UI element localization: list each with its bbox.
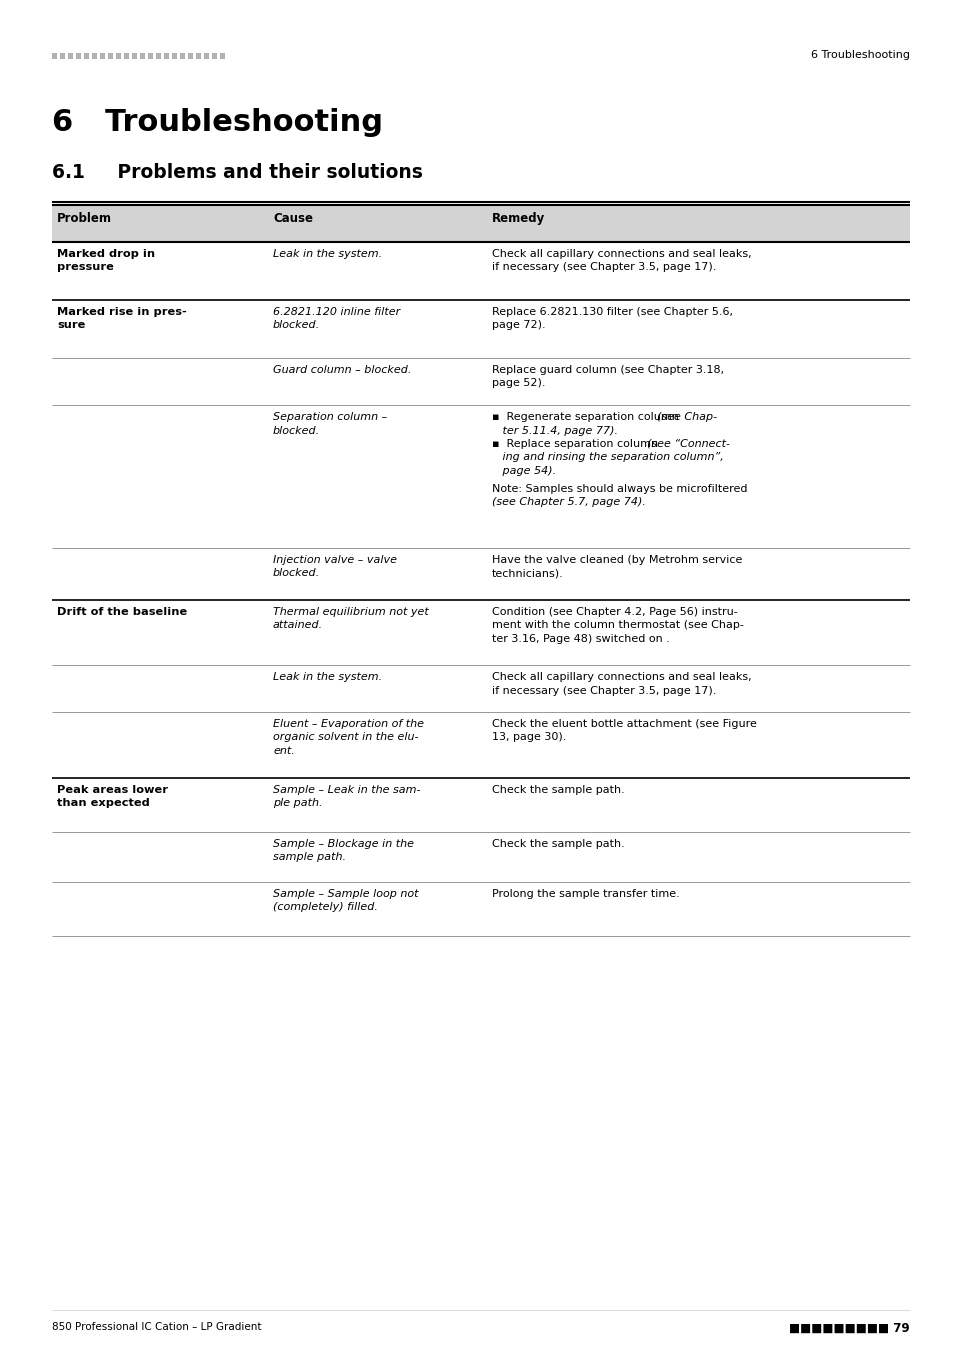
Bar xyxy=(156,53,161,59)
Bar xyxy=(91,53,97,59)
Bar xyxy=(220,53,225,59)
Text: Problem: Problem xyxy=(57,212,112,225)
Text: Eluent – Evaporation of the: Eluent – Evaporation of the xyxy=(273,720,423,729)
Text: 6 Troubleshooting: 6 Troubleshooting xyxy=(810,50,909,59)
Text: Injection valve – valve: Injection valve – valve xyxy=(273,555,396,566)
Text: Condition (see Chapter 4.2, Page 56) instru-: Condition (see Chapter 4.2, Page 56) ins… xyxy=(492,608,737,617)
Text: Marked rise in pres-: Marked rise in pres- xyxy=(57,306,187,317)
Bar xyxy=(195,53,201,59)
Bar xyxy=(164,53,169,59)
Text: 6   Troubleshooting: 6 Troubleshooting xyxy=(52,108,382,136)
Text: Check the sample path.: Check the sample path. xyxy=(492,838,624,849)
Text: Check all capillary connections and seal leaks,: Check all capillary connections and seal… xyxy=(492,672,751,682)
Bar xyxy=(108,53,112,59)
Text: page 72).: page 72). xyxy=(492,320,545,331)
Bar xyxy=(60,53,65,59)
Bar xyxy=(132,53,137,59)
Bar xyxy=(172,53,177,59)
Text: blocked.: blocked. xyxy=(273,320,320,331)
Text: organic solvent in the elu-: organic solvent in the elu- xyxy=(273,733,418,743)
Text: page 52).: page 52). xyxy=(492,378,545,389)
Text: Cause: Cause xyxy=(273,212,313,225)
Bar xyxy=(116,53,121,59)
Text: ter 3.16, Page 48) switched on .: ter 3.16, Page 48) switched on . xyxy=(492,634,669,644)
Text: technicians).: technicians). xyxy=(492,568,563,579)
Text: attained.: attained. xyxy=(273,621,323,630)
Text: ▪  Replace separation column: ▪ Replace separation column xyxy=(492,439,661,450)
Text: pressure: pressure xyxy=(57,262,113,273)
Bar xyxy=(204,53,209,59)
Text: Separation column –: Separation column – xyxy=(273,412,387,423)
Text: blocked.: blocked. xyxy=(273,568,320,579)
Text: 850 Professional IC Cation – LP Gradient: 850 Professional IC Cation – LP Gradient xyxy=(52,1322,261,1332)
Text: 13, page 30).: 13, page 30). xyxy=(492,733,566,743)
Bar xyxy=(188,53,193,59)
Text: ▪  Regenerate separation column: ▪ Regenerate separation column xyxy=(492,412,681,423)
Text: 6.1     Problems and their solutions: 6.1 Problems and their solutions xyxy=(52,163,422,182)
Text: Leak in the system.: Leak in the system. xyxy=(273,248,382,259)
Text: (see “Connect-: (see “Connect- xyxy=(646,439,729,450)
Text: Replace 6.2821.130 filter (see Chapter 5.6,: Replace 6.2821.130 filter (see Chapter 5… xyxy=(492,306,732,317)
Bar xyxy=(140,53,145,59)
Text: Marked drop in: Marked drop in xyxy=(57,248,155,259)
Text: ple path.: ple path. xyxy=(273,798,322,809)
Text: Sample – Blockage in the: Sample – Blockage in the xyxy=(273,838,414,849)
Text: Remedy: Remedy xyxy=(492,212,545,225)
Text: Thermal equilibrium not yet: Thermal equilibrium not yet xyxy=(273,608,428,617)
Text: ent.: ent. xyxy=(273,747,294,756)
Bar xyxy=(180,53,185,59)
Text: blocked.: blocked. xyxy=(273,425,320,436)
Bar xyxy=(52,205,909,242)
Text: if necessary (see Chapter 3.5, page 17).: if necessary (see Chapter 3.5, page 17). xyxy=(492,262,716,273)
Text: Note: Samples should always be microfiltered: Note: Samples should always be microfilt… xyxy=(492,483,747,494)
Text: (completely) filled.: (completely) filled. xyxy=(273,903,377,913)
Text: Peak areas lower: Peak areas lower xyxy=(57,784,168,795)
Bar xyxy=(68,53,73,59)
Text: (see Chapter 5.7, page 74).: (see Chapter 5.7, page 74). xyxy=(492,497,645,508)
Text: Guard column – blocked.: Guard column – blocked. xyxy=(273,364,411,375)
Text: ter 5.11.4, page 77).: ter 5.11.4, page 77). xyxy=(492,425,618,436)
Text: Replace guard column (see Chapter 3.18,: Replace guard column (see Chapter 3.18, xyxy=(492,364,723,375)
Text: Have the valve cleaned (by Metrohm service: Have the valve cleaned (by Metrohm servi… xyxy=(492,555,741,566)
Text: Check the eluent bottle attachment (see Figure: Check the eluent bottle attachment (see … xyxy=(492,720,756,729)
Text: Leak in the system.: Leak in the system. xyxy=(273,672,382,682)
Bar xyxy=(76,53,81,59)
Text: ing and rinsing the separation column”,: ing and rinsing the separation column”, xyxy=(492,452,723,463)
Text: Sample – Leak in the sam-: Sample – Leak in the sam- xyxy=(273,784,420,795)
Text: if necessary (see Chapter 3.5, page 17).: if necessary (see Chapter 3.5, page 17). xyxy=(492,686,716,695)
Bar xyxy=(84,53,89,59)
Bar xyxy=(212,53,216,59)
Text: Prolong the sample transfer time.: Prolong the sample transfer time. xyxy=(492,890,679,899)
Bar xyxy=(148,53,152,59)
Text: Drift of the baseline: Drift of the baseline xyxy=(57,608,187,617)
Bar xyxy=(100,53,105,59)
Text: page 54).: page 54). xyxy=(492,466,556,477)
Text: ■■■■■■■■■ 79: ■■■■■■■■■ 79 xyxy=(788,1322,909,1335)
Text: than expected: than expected xyxy=(57,798,150,809)
Text: Check the sample path.: Check the sample path. xyxy=(492,784,624,795)
Bar xyxy=(52,53,57,59)
Bar xyxy=(124,53,129,59)
Text: sample path.: sample path. xyxy=(273,852,346,863)
Text: 6.2821.120 inline filter: 6.2821.120 inline filter xyxy=(273,306,400,317)
Text: (see Chap-: (see Chap- xyxy=(657,412,717,423)
Text: Sample – Sample loop not: Sample – Sample loop not xyxy=(273,890,418,899)
Text: sure: sure xyxy=(57,320,85,331)
Text: ment with the column thermostat (see Chap-: ment with the column thermostat (see Cha… xyxy=(492,621,743,630)
Text: Check all capillary connections and seal leaks,: Check all capillary connections and seal… xyxy=(492,248,751,259)
